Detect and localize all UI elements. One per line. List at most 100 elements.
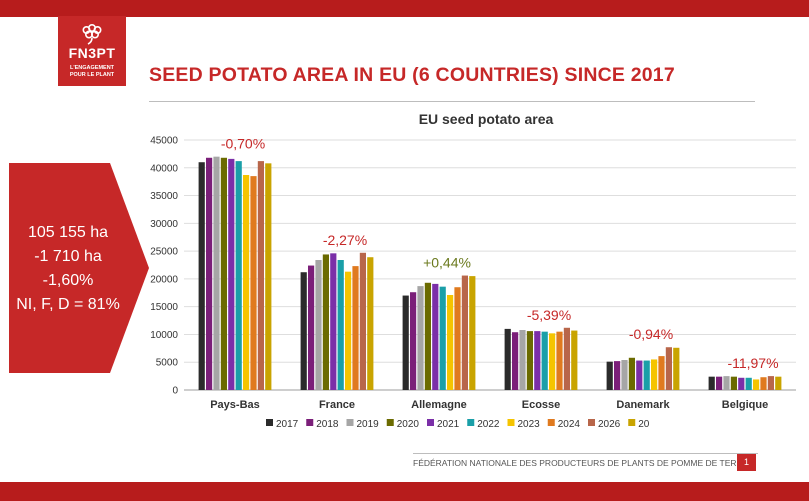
bar xyxy=(243,175,250,390)
legend-swatch xyxy=(306,419,314,426)
bar xyxy=(213,156,220,390)
percent-change-label: +0,44% xyxy=(423,255,471,271)
footer-text: FÉDÉRATION NATIONALE DES PRODUCTEURS DE … xyxy=(413,458,749,468)
bar xyxy=(621,360,628,390)
logo-tagline-line1: L'ENGAGEMENT xyxy=(69,65,115,71)
potato-flower-icon xyxy=(82,24,102,45)
bar-chart: EU seed potato area 0 5000 10000 15000 20000… xyxy=(150,111,796,430)
bar xyxy=(730,376,737,390)
bar xyxy=(432,283,439,390)
bar xyxy=(402,295,409,390)
bar xyxy=(352,266,359,390)
summary-percent-change: -1,60% xyxy=(42,272,94,289)
legend-label: 2018 xyxy=(316,419,339,430)
y-tick-label: 30000 xyxy=(150,219,178,230)
bar xyxy=(447,295,454,390)
bar xyxy=(541,331,548,390)
logo-tagline: L'ENGAGEMENT POUR LE PLANT xyxy=(58,65,126,79)
percent-change-label: -5,39% xyxy=(527,307,571,323)
page-number: 1 xyxy=(737,454,756,471)
bar xyxy=(417,286,424,390)
bar xyxy=(345,271,352,390)
title-divider xyxy=(149,101,755,102)
bar xyxy=(315,260,322,390)
bar xyxy=(526,331,533,390)
percent-change-label: -2,27% xyxy=(323,232,367,248)
bar xyxy=(745,377,752,390)
category-label: Belgique xyxy=(722,399,768,411)
bar xyxy=(235,161,242,390)
summary-area-change: -1 710 ha xyxy=(34,248,102,265)
category-label: France xyxy=(319,399,355,411)
legend-swatch xyxy=(628,419,636,426)
bar xyxy=(469,276,476,390)
legend-label: 2020 xyxy=(397,419,420,430)
bar xyxy=(410,292,417,390)
bar xyxy=(753,379,760,390)
y-tick-label: 5000 xyxy=(156,358,179,369)
bar xyxy=(424,282,431,390)
y-tick-label: 15000 xyxy=(150,302,178,313)
bar xyxy=(337,260,344,390)
bar xyxy=(723,376,730,390)
legend-label: 2022 xyxy=(477,419,500,430)
y-tick-label: 20000 xyxy=(150,274,178,285)
bar xyxy=(228,158,235,390)
bar xyxy=(308,265,315,390)
bar xyxy=(738,377,745,390)
bar xyxy=(665,347,672,390)
bar xyxy=(330,253,337,390)
bar xyxy=(563,327,570,390)
fn3pt-logo: FN3PT L'ENGAGEMENT POUR LE PLANT xyxy=(58,16,126,86)
bar xyxy=(257,161,264,390)
y-tick-label: 10000 xyxy=(150,330,178,341)
bar xyxy=(606,361,613,390)
legend-label: 2021 xyxy=(437,419,460,430)
category-label: Ecosse xyxy=(522,399,561,411)
category-label: Danemark xyxy=(616,399,670,411)
bar xyxy=(658,356,665,390)
legend-label: 2026 xyxy=(598,419,621,430)
bar xyxy=(628,357,635,390)
bar xyxy=(708,376,715,390)
bar xyxy=(549,333,556,390)
bar xyxy=(300,272,307,390)
bar xyxy=(651,359,658,390)
bar xyxy=(760,377,767,390)
bottom-band xyxy=(0,482,809,501)
legend-swatch xyxy=(547,419,555,426)
chart-title: EU seed potato area xyxy=(419,111,554,127)
y-tick-label: 25000 xyxy=(150,247,178,258)
logo-name: FN3PT xyxy=(68,45,116,61)
percent-change-label: -11,97% xyxy=(727,355,778,371)
bar xyxy=(250,176,257,390)
y-tick-label: 35000 xyxy=(150,191,178,202)
bar xyxy=(359,252,366,390)
legend-label: 2024 xyxy=(558,419,581,430)
bar xyxy=(198,162,205,390)
bar xyxy=(716,376,723,390)
legend-swatch xyxy=(427,419,434,426)
bar xyxy=(322,254,329,390)
legend-swatch xyxy=(588,419,595,426)
bar xyxy=(367,257,374,390)
bar xyxy=(636,360,643,390)
legend-swatch xyxy=(386,419,394,426)
y-tick-label: 45000 xyxy=(150,136,178,147)
legend-label: 20 xyxy=(638,419,650,430)
legend-swatch xyxy=(346,419,354,426)
bar xyxy=(643,360,650,390)
bar xyxy=(571,330,578,390)
legend-label: 2019 xyxy=(357,419,380,430)
legend-label: 2023 xyxy=(518,419,541,430)
percent-change-label: -0,70% xyxy=(221,136,265,152)
percent-change-label: -0,94% xyxy=(629,326,673,342)
bar xyxy=(454,287,461,390)
bar xyxy=(439,286,446,390)
bar xyxy=(614,361,621,390)
bar xyxy=(673,347,680,390)
bar xyxy=(775,376,782,390)
legend-swatch xyxy=(507,419,515,426)
bar xyxy=(220,157,227,390)
top-band xyxy=(0,0,809,17)
